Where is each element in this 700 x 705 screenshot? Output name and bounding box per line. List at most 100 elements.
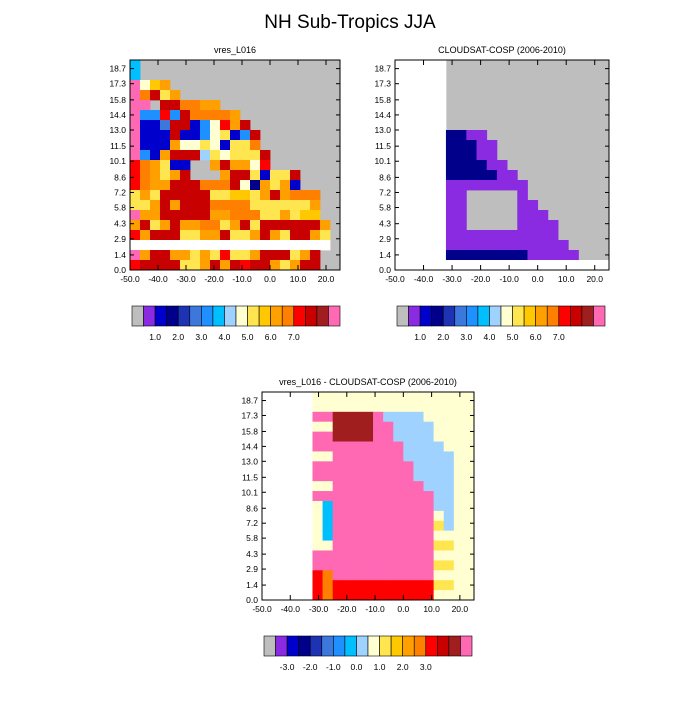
heatmap-cell xyxy=(322,471,334,482)
heatmap-cell xyxy=(352,421,364,433)
heatmap-cell xyxy=(383,580,394,591)
heatmap-cell xyxy=(435,130,447,141)
heatmap-cell xyxy=(453,392,465,403)
heatmap-cell xyxy=(395,230,406,241)
heatmap-cell xyxy=(425,140,437,151)
heatmap-cell xyxy=(220,140,231,151)
heatmap-cell xyxy=(433,441,445,452)
heatmap-cell xyxy=(230,170,241,181)
heatmap-cell xyxy=(272,570,283,581)
heatmap-cell xyxy=(160,80,171,91)
heatmap-cell xyxy=(383,401,394,413)
heatmap-cell xyxy=(435,250,447,261)
heatmap-cell xyxy=(292,520,303,532)
heatmap-cell xyxy=(190,200,201,211)
heatmap-cell xyxy=(332,530,344,541)
heatmap-cell xyxy=(272,590,283,601)
heatmap-cell xyxy=(130,160,141,171)
heatmap-cell xyxy=(463,510,475,522)
colorbar-tick-label: 6.0 xyxy=(265,332,277,342)
heatmap-cell xyxy=(423,421,435,433)
heatmap-cell xyxy=(310,220,321,231)
heatmap-cell xyxy=(280,230,291,241)
heatmap-cell xyxy=(292,481,303,492)
heatmap-cell xyxy=(342,461,354,472)
heatmap-cell xyxy=(588,260,600,271)
heatmap-cell xyxy=(456,200,467,211)
heatmap-cell xyxy=(272,401,283,413)
heatmap-cells xyxy=(130,60,331,271)
heatmap-cell xyxy=(240,130,251,141)
heatmap-cell xyxy=(423,550,435,561)
heatmap-cell xyxy=(395,240,406,251)
y-tick-label: 4.3 xyxy=(114,219,126,229)
heatmap-cell xyxy=(160,90,171,101)
heatmap-cell xyxy=(425,130,437,141)
heatmap-cell xyxy=(445,190,457,201)
heatmap-cell xyxy=(302,550,313,561)
heatmap-cell xyxy=(463,451,475,462)
colorbar-tick-label: 4.0 xyxy=(219,332,231,342)
heatmap-cell xyxy=(272,550,283,561)
heatmap-cell xyxy=(342,560,354,571)
heatmap-cell xyxy=(240,220,251,231)
colorbar-swatch xyxy=(298,635,311,657)
heatmap-cell xyxy=(262,520,273,532)
heatmap-cell xyxy=(373,481,384,492)
heatmap-cell xyxy=(403,590,414,601)
heatmap-cell xyxy=(130,250,141,261)
heatmap-cell xyxy=(190,100,201,111)
heatmap-cell xyxy=(322,411,334,423)
x-tick-label: -40.0 xyxy=(414,274,434,284)
heatmap-cell xyxy=(170,180,181,191)
heatmap-cell xyxy=(463,570,475,581)
heatmap-cell xyxy=(180,250,191,261)
heatmap-cell xyxy=(322,500,334,512)
heatmap-cell xyxy=(240,150,251,161)
heatmap-cell xyxy=(453,411,465,423)
heatmap-cell xyxy=(280,200,291,211)
colorbar-tick-label: 7.0 xyxy=(288,332,300,342)
heatmap-cell xyxy=(160,200,171,211)
heatmap-cell xyxy=(140,190,151,201)
heatmap-cell xyxy=(466,230,477,241)
heatmap-cell xyxy=(415,200,426,211)
heatmap-cell xyxy=(362,392,374,403)
heatmap-cell xyxy=(332,451,344,462)
heatmap-cell xyxy=(180,260,191,271)
heatmap-cell xyxy=(272,411,283,423)
colorbar-swatch xyxy=(489,305,502,327)
colorbar-tick-label: 1.0 xyxy=(414,332,426,342)
colorbar-swatch xyxy=(581,305,594,327)
heatmap-cell xyxy=(302,411,313,423)
heatmap-cell xyxy=(403,560,414,571)
heatmap-cell xyxy=(150,200,161,211)
colorbar-swatch xyxy=(328,305,341,327)
heatmap-cell xyxy=(443,451,455,462)
heatmap-cell xyxy=(322,491,334,502)
heatmap-cell xyxy=(302,401,313,413)
heatmap-cell xyxy=(463,431,475,442)
heatmap-cell xyxy=(425,100,437,111)
heatmap-cell xyxy=(312,441,323,452)
heatmap-cell xyxy=(282,500,293,512)
colorbar: 1.0 2.0 3.0 4.0 5.0 6.0 7.0 xyxy=(396,305,606,342)
heatmap-cell xyxy=(312,431,323,442)
heatmap-cell xyxy=(280,220,291,231)
heatmap-cell xyxy=(282,471,293,482)
heatmap-cell xyxy=(415,70,426,81)
heatmap-cell xyxy=(383,520,394,532)
heatmap-cell xyxy=(486,180,498,191)
heatmap-cell xyxy=(342,550,354,561)
heatmap-cell xyxy=(435,60,447,71)
heatmap-cell xyxy=(413,570,424,581)
heatmap-cell xyxy=(312,580,323,591)
heatmap-cell xyxy=(150,230,161,241)
heatmap-cell xyxy=(415,90,426,101)
panel-observation: CLOUDSAT-COSP (2006-2010) 0.0 1.4 2.9 4.3 5.8… xyxy=(374,45,610,342)
heatmap-cell xyxy=(405,130,416,141)
heatmap-cell xyxy=(210,250,221,261)
heatmap-cell xyxy=(262,590,273,601)
heatmap-cell xyxy=(220,200,231,211)
heatmap-cell xyxy=(150,80,161,91)
